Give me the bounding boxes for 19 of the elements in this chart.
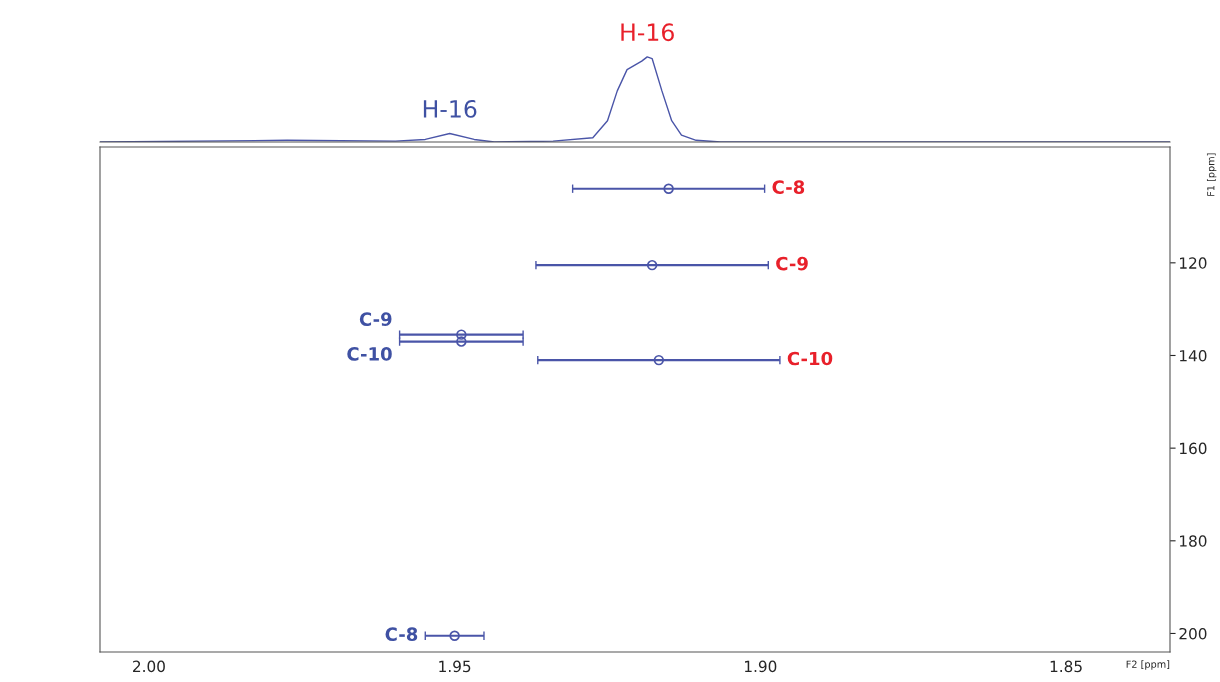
annotation: C-9 [776, 256, 808, 271]
x-tick-label: 1.85 [1050, 660, 1082, 673]
annotation: C-9 [359, 312, 392, 326]
y-tick-label: 140 [1180, 349, 1207, 362]
y-tick-label: 200 [1179, 627, 1207, 640]
x-tick-label: 2.00 [133, 660, 165, 673]
annotation: C-8 [772, 180, 805, 194]
y-tick-label: 160 [1180, 442, 1207, 455]
annotation: C-10 [787, 351, 833, 366]
annotation: C-10 [347, 347, 392, 361]
y-axis-title: F1 [ppm] [1206, 153, 1217, 196]
y-tick-label: 120 [1180, 257, 1207, 269]
x-tick-label: 1.95 [439, 660, 471, 673]
annotation: H-16 [423, 99, 477, 118]
annotation: H-16 [621, 23, 674, 42]
y-tick-label: 180 [1180, 535, 1207, 547]
annotation: C-8 [385, 627, 418, 642]
x-tick-label: 1.90 [745, 660, 777, 673]
x-axis-title: F2 [ppm] [1126, 660, 1170, 670]
